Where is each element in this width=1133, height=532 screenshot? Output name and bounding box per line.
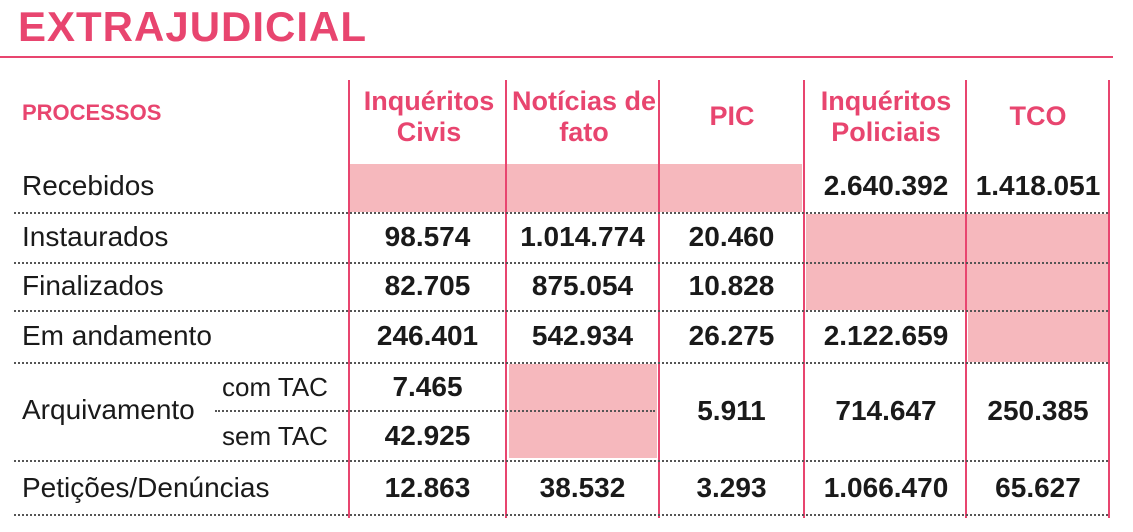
- header-inqueritos-civis: Inquéritos Civis: [363, 85, 495, 147]
- header-tco: TCO: [1009, 101, 1067, 132]
- row-divider: [14, 362, 1108, 364]
- cell-arquivamento-inq-policiais: 714.647: [835, 395, 937, 426]
- title-rule: [0, 56, 1113, 58]
- row-divider: [14, 460, 1108, 462]
- cell-arquivamento-inq-civis-com-tac: 7.465: [392, 371, 463, 402]
- cell-arquivamento-pic: 5.911: [697, 395, 766, 426]
- header-pic: PIC: [709, 101, 755, 132]
- cell-finalizados-inq-civis: 82.705: [384, 270, 471, 301]
- cell-arquivamento-inq-civis-sem-tac: 42.925: [384, 420, 471, 451]
- cell-instaurados-inq-civis: 98.574: [384, 221, 471, 252]
- cell-peticoes-inq-policiais: 1.066.470: [823, 472, 949, 503]
- cell-recebidos-tco: 1.418.051: [975, 170, 1101, 201]
- col-divider: [803, 80, 805, 518]
- cell-peticoes-inq-civis: 12.863: [384, 472, 471, 503]
- col-divider: [965, 80, 967, 518]
- cell-finalizados-noticias: 875.054: [531, 270, 634, 301]
- col-divider: [348, 80, 350, 518]
- col-divider: [658, 80, 660, 518]
- cell-andamento-inq-civis: 246.401: [376, 320, 479, 351]
- header-inqueritos-policiais: Inquéritos Policiais: [820, 85, 952, 147]
- cell-instaurados-noticias: 1.014.774: [520, 221, 645, 252]
- row-divider: [14, 514, 1108, 516]
- col-divider: [1108, 80, 1110, 518]
- row-divider-arquivamento-sub: [215, 410, 655, 412]
- cell-peticoes-tco: 65.627: [995, 472, 1081, 503]
- cell-andamento-noticias: 542.934: [531, 320, 634, 351]
- header-noticias-de-fato: Notícias de fato: [511, 85, 657, 147]
- header-processos: PROCESSOS: [22, 100, 162, 125]
- row-label-peticoes: Petições/Denúncias: [22, 472, 270, 503]
- row-label-finalizados: Finalizados: [22, 270, 164, 301]
- row-divider: [14, 212, 1108, 214]
- cell-andamento-inq-policiais: 2.122.659: [823, 320, 949, 351]
- cell-instaurados-pic: 20.460: [688, 221, 775, 252]
- cell-recebidos-inq-policiais: 2.640.392: [823, 170, 949, 201]
- col-divider: [505, 80, 507, 518]
- row-label-recebidos: Recebidos: [22, 170, 155, 201]
- row-sublabel-sem-tac: sem TAC: [222, 421, 328, 451]
- shade-andamento-tco: [968, 310, 1108, 362]
- shade-recebidos: [350, 164, 802, 212]
- cell-finalizados-pic: 10.828: [688, 270, 775, 301]
- cell-andamento-pic: 26.275: [688, 320, 775, 351]
- row-divider: [14, 310, 1108, 312]
- page-title: EXTRAJUDICIAL: [18, 3, 368, 50]
- row-sublabel-com-tac: com TAC: [222, 372, 328, 402]
- cell-peticoes-noticias: 38.532: [539, 472, 626, 503]
- cell-peticoes-pic: 3.293: [696, 472, 767, 503]
- row-label-arquivamento: Arquivamento: [22, 394, 195, 425]
- row-label-instaurados: Instaurados: [22, 221, 169, 252]
- row-label-em-andamento: Em andamento: [22, 320, 212, 351]
- row-divider: [14, 262, 1108, 264]
- cell-arquivamento-tco: 250.385: [987, 395, 1089, 426]
